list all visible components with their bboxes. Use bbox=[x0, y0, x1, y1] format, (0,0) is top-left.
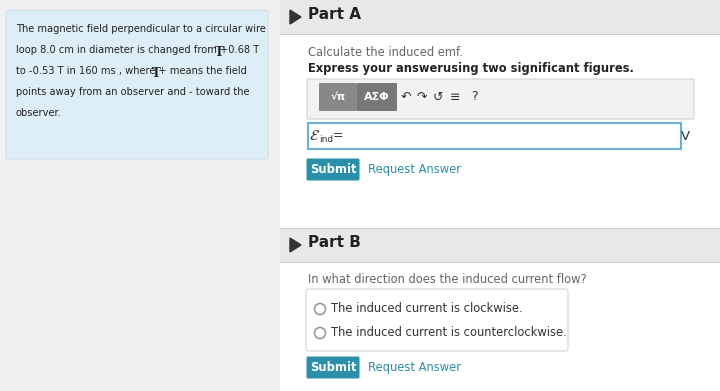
Bar bbox=[280, 0, 720, 391]
Text: ΑΣΦ: ΑΣΦ bbox=[364, 92, 390, 102]
Text: ≡: ≡ bbox=[450, 90, 460, 104]
Text: to -0.53 T in 160 ms , where + means the field: to -0.53 T in 160 ms , where + means the… bbox=[16, 66, 247, 76]
Text: T: T bbox=[152, 67, 161, 80]
FancyBboxPatch shape bbox=[319, 83, 357, 111]
Text: ↺: ↺ bbox=[433, 90, 444, 104]
FancyBboxPatch shape bbox=[307, 357, 359, 378]
Text: ind: ind bbox=[319, 135, 333, 143]
Text: =: = bbox=[333, 129, 343, 142]
Text: Part A: Part A bbox=[308, 7, 361, 22]
FancyBboxPatch shape bbox=[307, 158, 359, 181]
Text: The induced current is counterclockwise.: The induced current is counterclockwise. bbox=[331, 326, 567, 339]
Text: √π: √π bbox=[330, 92, 346, 102]
Text: In what direction does the induced current flow?: In what direction does the induced curre… bbox=[308, 273, 587, 286]
Bar bbox=[280, 228, 720, 262]
Text: observer.: observer. bbox=[16, 108, 62, 118]
Text: ?: ? bbox=[471, 90, 477, 104]
Bar bbox=[308, 123, 681, 149]
Text: $\mathcal{E}$: $\mathcal{E}$ bbox=[309, 129, 320, 143]
Bar bbox=[280, 0, 720, 34]
Text: points away from an observer and - toward the: points away from an observer and - towar… bbox=[16, 87, 250, 97]
FancyBboxPatch shape bbox=[6, 10, 268, 159]
Text: Express your answerusing two significant figures.: Express your answerusing two significant… bbox=[308, 62, 634, 75]
Polygon shape bbox=[290, 10, 301, 24]
Text: Submit: Submit bbox=[310, 163, 356, 176]
FancyBboxPatch shape bbox=[306, 289, 568, 351]
Text: The induced current is clockwise.: The induced current is clockwise. bbox=[331, 303, 523, 316]
Text: ↷: ↷ bbox=[417, 90, 427, 104]
Text: T: T bbox=[215, 46, 223, 59]
FancyBboxPatch shape bbox=[357, 83, 397, 111]
Text: The magnetic field perpendicular to a circular wire: The magnetic field perpendicular to a ci… bbox=[16, 24, 266, 34]
Bar bbox=[280, 262, 720, 391]
Text: loop 8.0 cm in diameter is changed from +0.68 T: loop 8.0 cm in diameter is changed from … bbox=[16, 45, 259, 55]
Text: V: V bbox=[681, 129, 690, 142]
Text: Part B: Part B bbox=[308, 235, 361, 250]
Text: Calculate the induced emf.: Calculate the induced emf. bbox=[308, 46, 463, 59]
FancyBboxPatch shape bbox=[307, 79, 694, 119]
Text: Request Answer: Request Answer bbox=[368, 163, 461, 176]
Text: Submit: Submit bbox=[310, 361, 356, 374]
Polygon shape bbox=[290, 238, 301, 252]
Text: ↶: ↶ bbox=[401, 90, 411, 104]
Text: Request Answer: Request Answer bbox=[368, 361, 461, 374]
